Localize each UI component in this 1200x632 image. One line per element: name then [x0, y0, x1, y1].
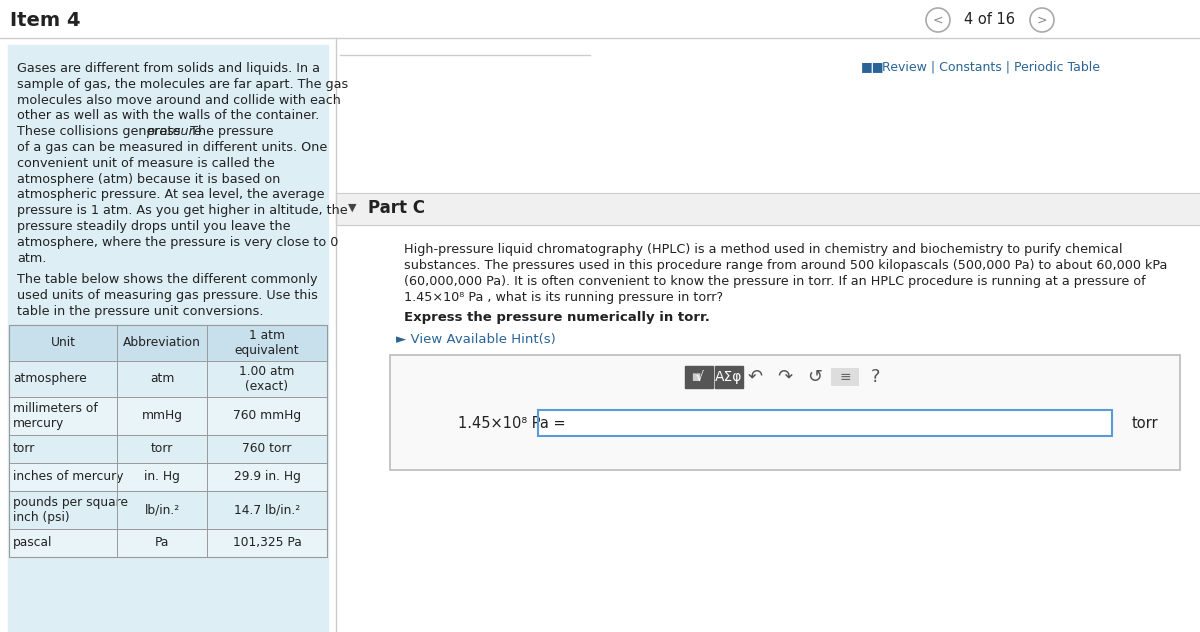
Text: atmosphere, where the pressure is very close to 0: atmosphere, where the pressure is very c… — [17, 236, 338, 249]
Bar — [538, 410, 1112, 436]
Text: atm: atm — [150, 372, 174, 386]
Bar — [538, 410, 1112, 436]
Text: ≡: ≡ — [839, 370, 851, 384]
FancyBboxPatch shape — [685, 366, 713, 388]
Bar — [10, 361, 326, 397]
Text: atmospheric pressure. At sea level, the average: atmospheric pressure. At sea level, the … — [17, 188, 324, 202]
Text: in. Hg: in. Hg — [144, 470, 180, 483]
Text: table in the pressure unit conversions.: table in the pressure unit conversions. — [17, 305, 264, 318]
Text: lb/in.²: lb/in.² — [144, 503, 180, 516]
Text: ■■: ■■ — [862, 61, 884, 73]
Text: Review | Constants | Periodic Table: Review | Constants | Periodic Table — [878, 61, 1100, 73]
Text: convenient unit of measure is called the: convenient unit of measure is called the — [17, 157, 275, 170]
Bar — [10, 325, 326, 557]
Text: High-pressure liquid chromatography (HPLC) is a method used in chemistry and bio: High-pressure liquid chromatography (HPL… — [404, 243, 1122, 256]
Text: mmHg: mmHg — [142, 410, 182, 422]
Text: 29.9 in. Hg: 29.9 in. Hg — [234, 470, 300, 483]
Text: atm.: atm. — [17, 252, 47, 265]
Text: used units of measuring gas pressure. Use this: used units of measuring gas pressure. Us… — [17, 289, 318, 302]
Text: substances. The pressures used in this procedure range from around 500 kilopasca: substances. The pressures used in this p… — [404, 259, 1168, 272]
Text: 760 mmHg: 760 mmHg — [233, 410, 301, 422]
Text: of a gas can be measured in different units. One: of a gas can be measured in different un… — [17, 141, 328, 154]
Text: torr: torr — [1132, 415, 1159, 430]
Text: pressure steadily drops until you leave the: pressure steadily drops until you leave … — [17, 220, 290, 233]
Text: Express the pressure numerically in torr.: Express the pressure numerically in torr… — [404, 311, 710, 324]
Text: atmosphere: atmosphere — [13, 372, 86, 386]
Text: millimeters of
mercury: millimeters of mercury — [13, 402, 97, 430]
Text: inches of mercury: inches of mercury — [13, 470, 124, 483]
Bar — [10, 529, 326, 557]
Text: AΣφ: AΣφ — [715, 370, 743, 384]
Text: other as well as with the walls of the container.: other as well as with the walls of the c… — [17, 109, 319, 123]
Bar — [10, 397, 326, 435]
Text: atmosphere (atm) because it is based on: atmosphere (atm) because it is based on — [17, 173, 281, 186]
Text: 101,325 Pa: 101,325 Pa — [233, 537, 301, 549]
Bar — [390, 355, 1180, 470]
Text: 1.00 atm
(exact): 1.00 atm (exact) — [239, 365, 295, 393]
Text: sample of gas, the molecules are far apart. The gas: sample of gas, the molecules are far apa… — [17, 78, 348, 91]
Text: √: √ — [696, 370, 704, 384]
Text: ► View Available Hint(s): ► View Available Hint(s) — [396, 333, 556, 346]
Text: 760 torr: 760 torr — [242, 442, 292, 455]
Text: ↷: ↷ — [778, 368, 792, 386]
Text: molecules also move around and collide with each: molecules also move around and collide w… — [17, 94, 341, 107]
Text: ↺: ↺ — [808, 368, 822, 386]
FancyBboxPatch shape — [830, 368, 859, 386]
Text: ?: ? — [870, 368, 880, 386]
Text: 14.7 lb/in.²: 14.7 lb/in.² — [234, 503, 300, 516]
Bar — [8, 45, 328, 632]
Text: ■: ■ — [691, 372, 701, 382]
Text: ▼: ▼ — [348, 203, 356, 213]
Text: Abbreviation: Abbreviation — [124, 336, 200, 349]
Bar — [10, 463, 326, 491]
Text: Item 4: Item 4 — [10, 11, 80, 30]
Bar — [336, 193, 1200, 225]
FancyBboxPatch shape — [715, 366, 743, 388]
Text: 1.45×10⁸ Pa , what is its running pressure in torr?: 1.45×10⁸ Pa , what is its running pressu… — [404, 291, 724, 304]
Text: Pa: Pa — [155, 537, 169, 549]
Text: 1.45×10⁸ Pa =: 1.45×10⁸ Pa = — [458, 415, 565, 430]
Text: pascal: pascal — [13, 537, 53, 549]
Text: pounds per square
inch (psi): pounds per square inch (psi) — [13, 495, 128, 524]
Bar — [390, 355, 1180, 470]
Text: Gases are different from solids and liquids. In a: Gases are different from solids and liqu… — [17, 62, 320, 75]
Text: The table below shows the different commonly: The table below shows the different comm… — [17, 274, 318, 286]
Text: torr: torr — [151, 442, 173, 455]
Bar — [10, 491, 326, 529]
Text: . The pressure: . The pressure — [182, 125, 274, 138]
Text: torr: torr — [13, 442, 35, 455]
Text: >: > — [1037, 13, 1048, 27]
Text: Part C: Part C — [368, 199, 425, 217]
Bar — [10, 325, 326, 361]
Text: (60,000,000 Pa). It is often convenient to know the pressure in torr. If an HPLC: (60,000,000 Pa). It is often convenient … — [404, 275, 1146, 288]
Text: <: < — [932, 13, 943, 27]
Text: ↶: ↶ — [748, 368, 762, 386]
Text: These collisions generate: These collisions generate — [17, 125, 185, 138]
Bar — [10, 435, 326, 463]
Text: 4 of 16: 4 of 16 — [965, 13, 1015, 28]
Text: pressure is 1 atm. As you get higher in altitude, the: pressure is 1 atm. As you get higher in … — [17, 204, 348, 217]
Text: 1 atm
equivalent: 1 atm equivalent — [235, 329, 299, 357]
Text: Unit: Unit — [50, 336, 76, 349]
Text: pressure: pressure — [145, 125, 202, 138]
